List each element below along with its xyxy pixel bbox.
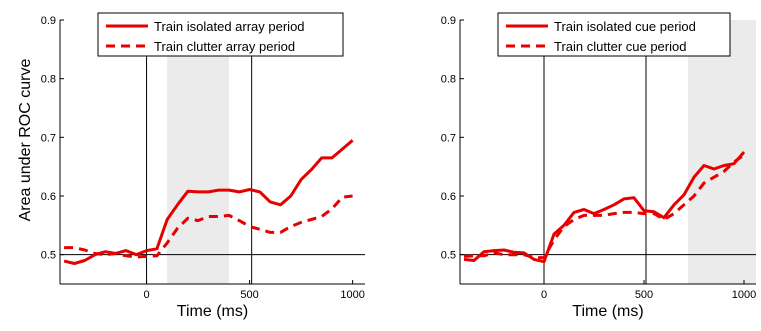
y-tick-label: 0.5 [41, 250, 56, 262]
y-axis-label: Area under ROC curve [17, 59, 34, 222]
series-line-2 [64, 194, 353, 259]
chart-panel: 0.5 0.6 0.7 0.8 0.9 0 500 1000 Time (ms) Train is… [441, 12, 756, 320]
y-tick-label: 0.9 [441, 15, 456, 27]
shaded-window [167, 20, 229, 284]
y-tick-label: 0.9 [41, 15, 56, 27]
series-line-1 [463, 151, 746, 264]
x-tick-label: 1000 [340, 289, 364, 301]
y-tick-label: 0.7 [441, 132, 456, 144]
legend: Train isolated array period Train clutter… [97, 12, 344, 57]
x-tick-label: 0 [143, 289, 149, 301]
x-axis-label: Time (ms) [572, 303, 643, 320]
x-tick-label: 0 [541, 289, 547, 301]
x-axis-label: Time (ms) [177, 303, 248, 320]
legend: Train isolated cue period Train clutter c… [497, 12, 731, 57]
y-tick-label: 0.6 [441, 191, 456, 203]
chart-panel: 0.5 0.6 0.7 0.8 0.9 0 500 1000 Time (ms) Train is… [41, 12, 365, 320]
y-tick-label: 0.5 [441, 250, 456, 262]
x-tick-label: 500 [240, 289, 258, 301]
y-tick-label: 0.6 [41, 191, 56, 203]
legend-label-2: Train clutter array period [154, 39, 295, 54]
legend-label-1: Train isolated array period [154, 19, 305, 34]
legend-label-1: Train isolated cue period [554, 19, 696, 34]
legend-label-2: Train clutter cue period [554, 39, 686, 54]
y-tick-label: 0.8 [441, 74, 456, 86]
shaded-window [688, 20, 756, 284]
x-tick-label: 1000 [732, 289, 756, 301]
legend-box [497, 12, 731, 57]
legend-box [97, 12, 344, 57]
y-tick-label: 0.7 [41, 132, 56, 144]
y-tick-label: 0.8 [41, 74, 56, 86]
x-tick-label: 500 [635, 289, 653, 301]
series-line-2 [463, 153, 745, 260]
